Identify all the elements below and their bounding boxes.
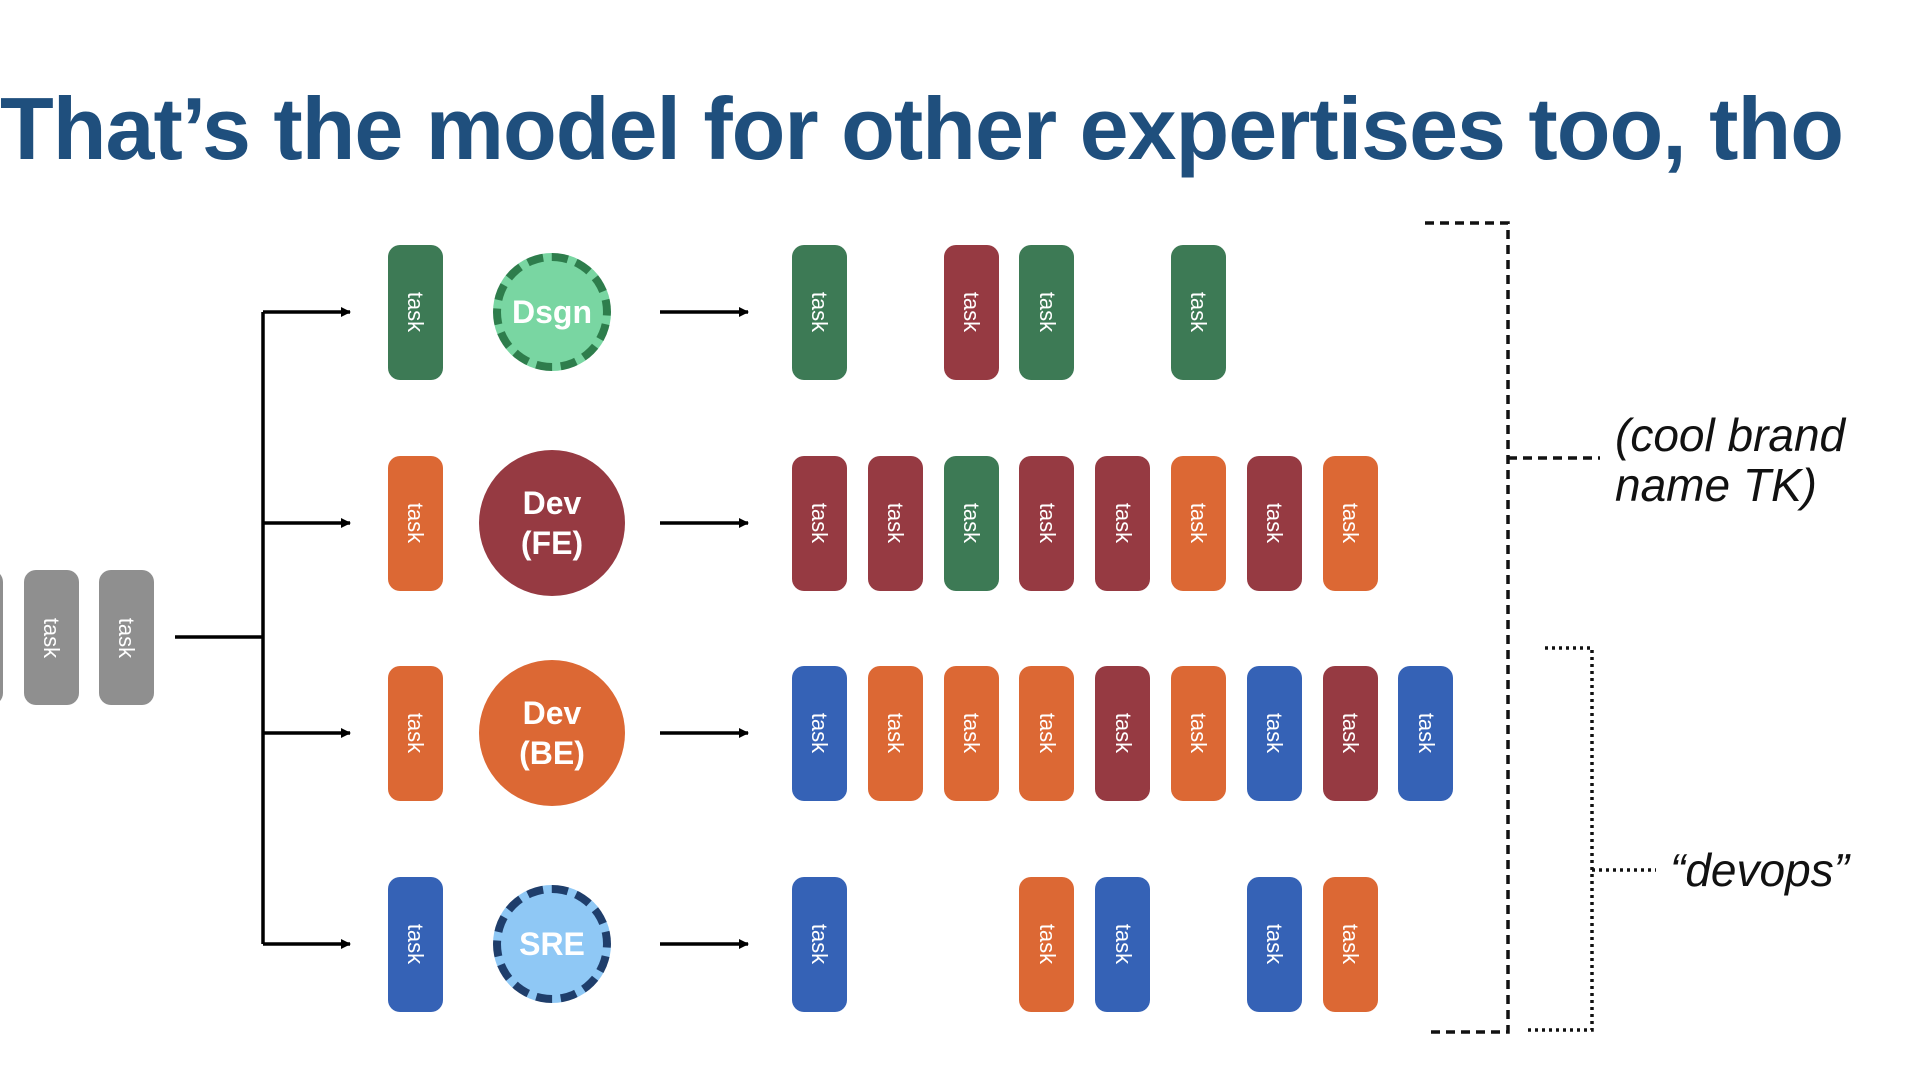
- output-task: task: [1171, 455, 1226, 591]
- output-task: task: [1019, 665, 1075, 801]
- output-task: task: [1322, 876, 1378, 1012]
- intake-task: task: [388, 876, 443, 1012]
- brand-annotation: (cool brand name TK): [1615, 409, 1846, 511]
- intake-task: task: [388, 455, 443, 591]
- output-task: task: [792, 455, 847, 591]
- bracket-devops: [1528, 646, 1594, 1032]
- output-task: task: [1246, 876, 1302, 1012]
- output-task: task: [1171, 665, 1226, 801]
- output-task: task: [1246, 455, 1302, 591]
- output-task: task: [943, 665, 999, 801]
- output-task: task: [1246, 665, 1302, 801]
- task-label: task: [1186, 291, 1212, 333]
- output-task: task: [1171, 244, 1226, 380]
- task-label: task: [1034, 923, 1060, 965]
- task-label: task: [959, 502, 985, 544]
- task-label: task: [403, 923, 429, 965]
- output-task: task: [792, 876, 847, 1012]
- output-task: task: [1322, 455, 1378, 591]
- task-label: task: [1186, 712, 1212, 754]
- output-task: task: [1398, 665, 1454, 801]
- task-label: task: [1186, 502, 1212, 544]
- output-task: task: [1095, 665, 1151, 801]
- task-label: task: [1034, 502, 1060, 544]
- intake-task: task: [388, 244, 443, 380]
- task-label: task: [1110, 502, 1136, 544]
- task-label: task: [1110, 712, 1136, 754]
- devops-annotation: “devops”: [1670, 844, 1849, 896]
- task-label: task: [807, 291, 833, 333]
- output-task: task: [867, 455, 923, 591]
- task-label: task: [1034, 712, 1060, 754]
- task-label: task: [403, 712, 429, 754]
- task-label: task: [807, 712, 833, 754]
- task-label: task: [403, 502, 429, 544]
- task-label: task: [1413, 712, 1439, 754]
- output-task: task: [943, 244, 999, 380]
- task-label: task: [1338, 712, 1364, 754]
- output-task: task: [792, 665, 847, 801]
- backlog-task: task: [99, 570, 154, 705]
- task-label: task: [883, 502, 909, 544]
- output-task: task: [1019, 876, 1075, 1012]
- task-label: task: [1262, 712, 1288, 754]
- task-label: task: [1110, 923, 1136, 965]
- task-label: task: [1338, 502, 1364, 544]
- output-task: task: [1019, 455, 1075, 591]
- bracket-brand: [1425, 221, 1510, 1034]
- backlog-task: task: [24, 570, 79, 705]
- output-task: task: [1322, 665, 1378, 801]
- task-label: task: [807, 923, 833, 965]
- slide-title: That’s the model for other expertises to…: [0, 79, 1844, 178]
- task-label: task: [1034, 291, 1060, 333]
- output-task: task: [867, 665, 923, 801]
- role-dsgn-circle: Dsgn: [493, 253, 611, 371]
- role-sre-circle: SRE: [493, 885, 611, 1003]
- output-task: task: [943, 455, 999, 591]
- task-label: task: [403, 291, 429, 333]
- task-label: task: [1338, 923, 1364, 965]
- output-task: task: [1019, 244, 1075, 380]
- task-label: task: [1262, 923, 1288, 965]
- task-label: task: [807, 502, 833, 544]
- intake-task: task: [388, 665, 443, 801]
- task-label: task: [883, 712, 909, 754]
- task-label: task: [959, 291, 985, 333]
- task-label: task: [1262, 502, 1288, 544]
- role-dev-be-circle: Dev (BE): [479, 660, 625, 806]
- role-dev-fe-circle: Dev (FE): [479, 450, 625, 596]
- output-task: task: [1095, 455, 1151, 591]
- output-task: task: [792, 244, 847, 380]
- output-task: task: [1095, 876, 1151, 1012]
- task-label: task: [959, 712, 985, 754]
- task-label: task: [114, 617, 140, 658]
- backlog-task: task: [0, 570, 3, 705]
- task-label: task: [39, 617, 65, 658]
